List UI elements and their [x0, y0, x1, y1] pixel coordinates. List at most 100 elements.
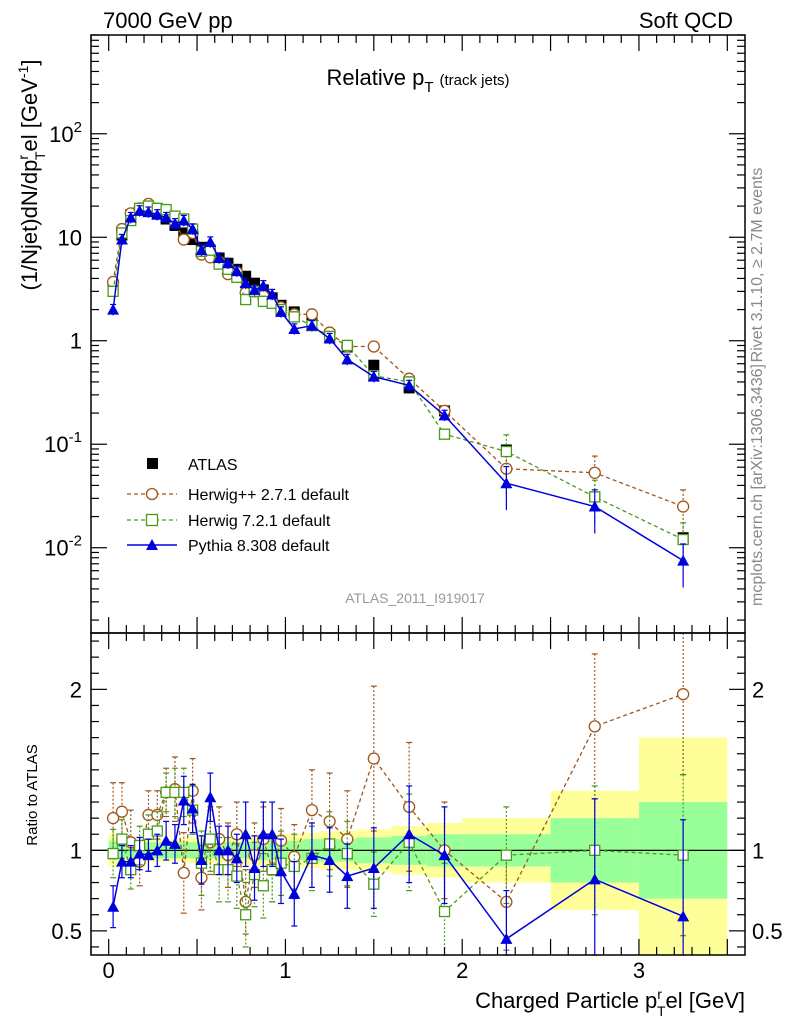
herwig7-point [288, 311, 300, 323]
herwig7-point [257, 880, 269, 892]
pythia-point [186, 223, 199, 235]
herwig7-point [677, 533, 689, 546]
upper-ylabel: (1/Njet)dN/dprTel [GeV-1] [15, 59, 48, 290]
pythia-point [500, 932, 513, 944]
xlabel-tail: el [GeV] [666, 988, 745, 1013]
ylabel-main: (1/Njet)dN/dp [17, 160, 42, 291]
herwigpp-point [676, 688, 690, 701]
analysis-id-label: ATLAS_2011_I919017 [345, 590, 485, 606]
pythia-point [677, 554, 690, 566]
ratio-bands [91, 737, 745, 955]
title-main: Relative p [326, 65, 424, 90]
pythia-point [230, 852, 243, 864]
pythia-point [142, 206, 155, 218]
pythia-point [367, 370, 380, 382]
ratio-series-pythia [107, 772, 690, 956]
y-tick-label: 10-1 [44, 429, 82, 457]
pythia-point [367, 862, 380, 874]
pythia-point [160, 211, 173, 223]
legend: ATLAS Herwig++ 2.7.1 default Herwig 7.2.… [127, 457, 350, 555]
xlabel-sup: r [657, 986, 662, 1002]
xlabel-main: Charged Particle p [475, 988, 657, 1013]
pythia-point [438, 849, 451, 861]
pythia-point [186, 802, 199, 814]
herwig7-point [500, 849, 513, 861]
pythia-point [341, 353, 354, 365]
ratio-y-tick-label-right: 1 [752, 838, 764, 863]
pythia-point [239, 828, 252, 840]
legend-pythia: Pythia 8.308 default [188, 538, 330, 555]
pythia-point [323, 332, 336, 344]
herwig7-point [438, 428, 451, 440]
herwig7-point [107, 847, 119, 860]
legend-marker-pythia [146, 539, 158, 550]
herwig7-point [240, 293, 252, 306]
pythia-point [151, 208, 164, 220]
pythia-point [305, 849, 318, 861]
pythia-point [177, 214, 190, 226]
ratio-frame [90, 632, 746, 956]
herwig7-point [500, 445, 513, 458]
pythia-point [275, 305, 288, 317]
herwig7-point [107, 285, 119, 298]
herwigpp-point [115, 805, 129, 818]
herwigpp-point [305, 308, 319, 321]
pythia-point [288, 887, 301, 899]
mcplots-label: mcplots.cern.ch [arXiv:1306.3436] [749, 364, 766, 606]
pythia-point [133, 204, 146, 216]
herwigpp-point [106, 812, 120, 825]
upper-plot [106, 197, 690, 588]
ratio-y-tick-label-right: 0.5 [752, 919, 783, 944]
pythia-point [221, 844, 234, 856]
pythia-point [248, 283, 261, 295]
x-tick-label: 3 [633, 958, 645, 983]
pythia-point [151, 844, 164, 856]
x-tick-label: 1 [279, 958, 291, 983]
y-tick-label: 10-2 [44, 533, 82, 561]
pythia-point [115, 233, 128, 245]
x-tick-label: 2 [456, 958, 468, 983]
ylabel-close: ] [17, 59, 42, 65]
atlas-point [187, 234, 199, 246]
atlas-point [368, 359, 380, 371]
ylabel-unit-sup: -1 [15, 65, 31, 78]
pythia-point [221, 257, 234, 269]
pythia-point [500, 477, 513, 489]
pythia-point [239, 277, 252, 289]
pythia-point [588, 500, 601, 512]
atlas-point [178, 227, 190, 239]
herwig7-ratio-line [112, 791, 684, 915]
pythia-point [107, 900, 120, 912]
ratio-y-tick-label: 0.5 [51, 919, 82, 944]
x-tick-label: 0 [103, 958, 115, 983]
pythia-point [204, 791, 217, 803]
axes: 0 1 2 3 10-2 10-1 1 10 102 0.5 0.5 1 1 2 2 [44, 34, 783, 983]
pythia-point [257, 828, 270, 840]
pythia-point [195, 244, 208, 256]
pythia-point [677, 910, 690, 922]
pythia-point [403, 828, 416, 840]
pythia-point [107, 303, 120, 315]
xlabel-sub: T [657, 1003, 666, 1019]
pythia-point [160, 834, 173, 846]
ratio-ylabel: Ratio to ATLAS [24, 744, 41, 845]
pythia-point [115, 855, 128, 867]
pythia-point [124, 855, 137, 867]
legend-marker-herwigpp [145, 487, 159, 501]
legend-marker-atlas [147, 458, 158, 469]
herwig7-point [438, 905, 451, 918]
pythia-point [305, 319, 318, 331]
series-herwig7 [107, 200, 689, 567]
pythia-point [257, 279, 270, 291]
header-right: Soft QCD [639, 8, 733, 33]
herwig7-point [341, 339, 353, 352]
pythia-point [248, 862, 261, 874]
ylabel-tail: el [GeV [17, 78, 42, 152]
pythia-point [124, 211, 137, 223]
pythia-point [230, 265, 243, 277]
rivet-version-label: Rivet 3.1.10, ≥ 2.7M events [749, 168, 766, 363]
herwig7-point [204, 833, 216, 845]
pythia-point [168, 217, 181, 229]
herwigpp-point [288, 850, 301, 863]
